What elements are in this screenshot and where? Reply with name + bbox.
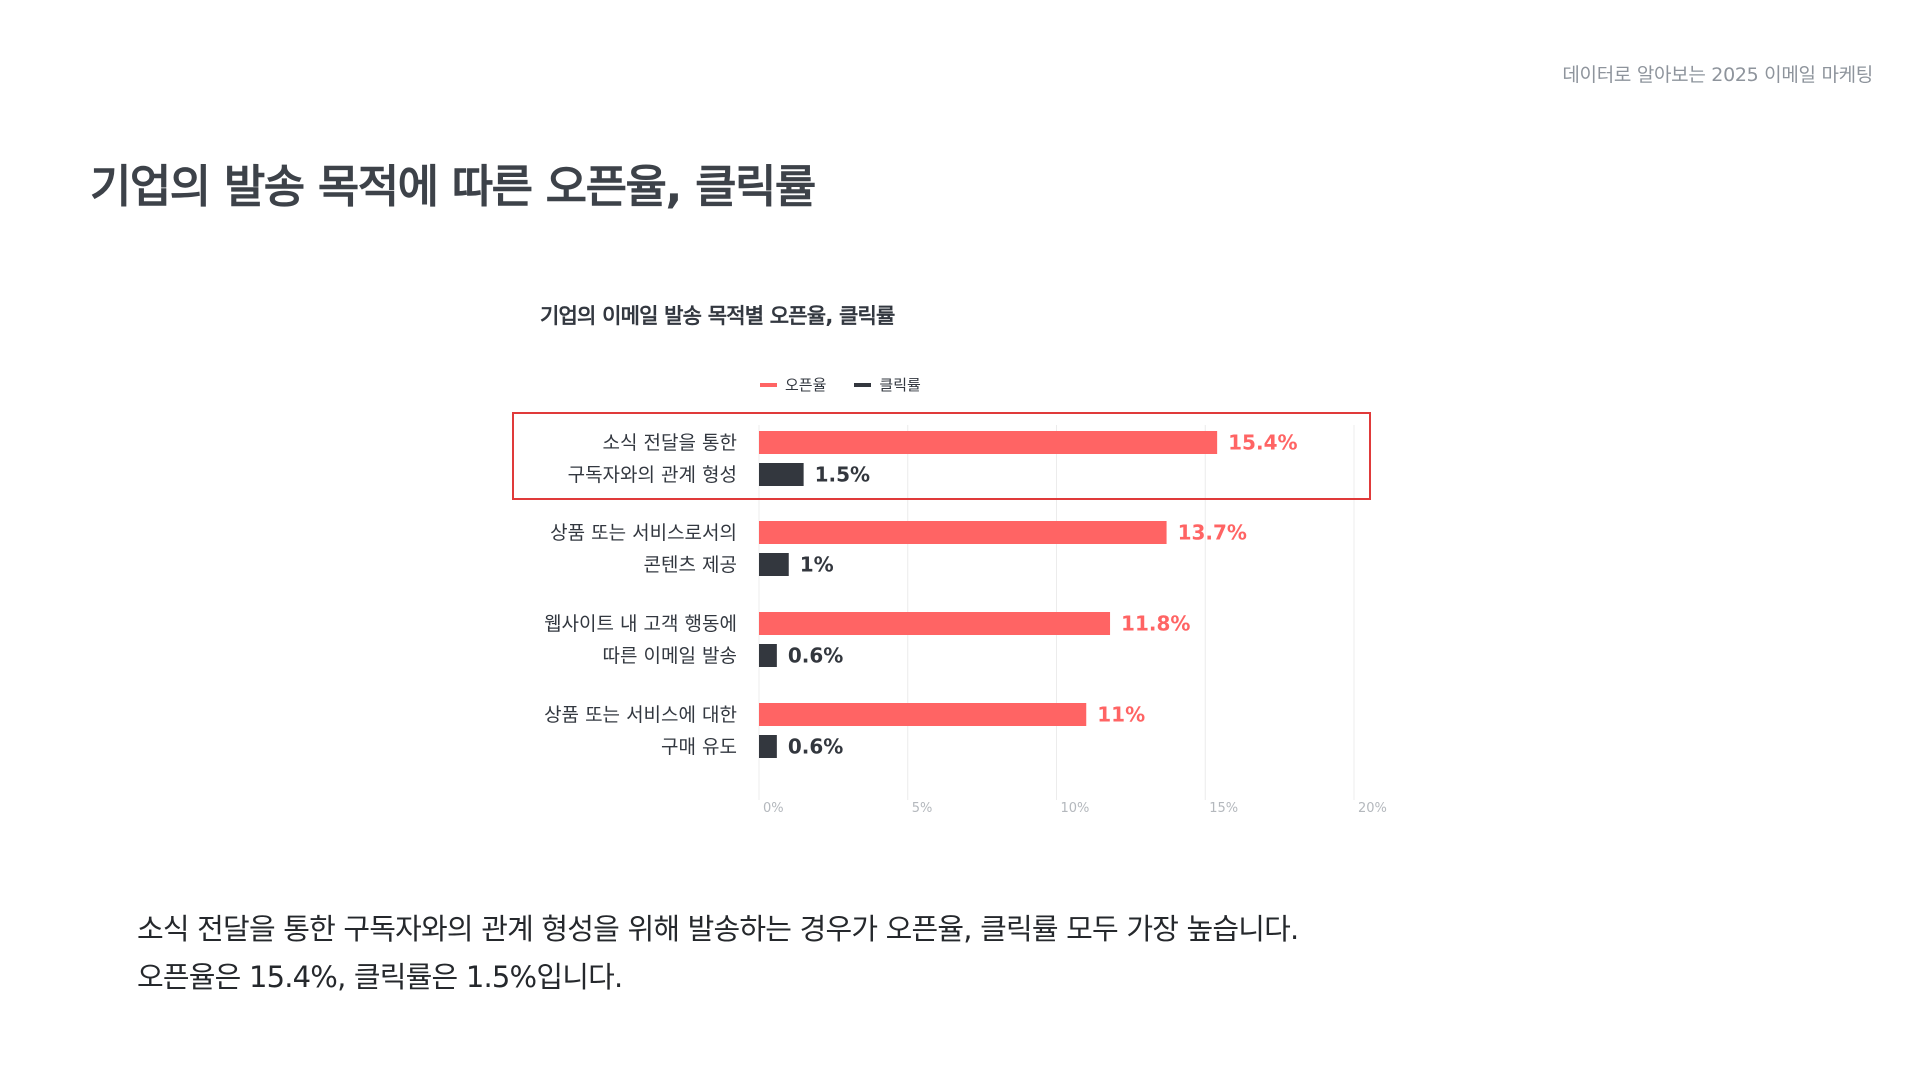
x-tick-label: 10% <box>1061 801 1090 816</box>
description-line-1: 소식 전달을 통한 구독자와의 관계 형성을 위해 발송하는 경우가 오픈율, … <box>137 912 1299 946</box>
data-label-click-rate: 0.6% <box>788 735 843 759</box>
legend-swatch-open-rate <box>760 382 777 387</box>
bar-open-rate <box>759 612 1111 635</box>
description: 소식 전달을 통한 구독자와의 관계 형성을 위해 발송하는 경우가 오픈율, … <box>137 905 1299 1001</box>
bar-open-rate <box>759 703 1087 726</box>
legend-swatch-click-rate <box>854 382 872 387</box>
data-label-open-rate: 11% <box>1097 703 1145 727</box>
legend-item-open-rate: 오픈율 <box>760 374 826 395</box>
bar-click-rate <box>759 463 804 486</box>
bar-click-rate <box>759 644 777 667</box>
category-label: 웹사이트 내 고객 행동에 <box>544 613 737 635</box>
legend-item-click-rate: 클릭률 <box>854 374 921 395</box>
header-label: 데이터로 알아보는 2025 이메일 마케팅 <box>1562 64 1873 86</box>
legend-label-open-rate: 오픈율 <box>785 376 827 394</box>
chart-title: 기업의 이메일 발송 목적별 오픈율, 클릭률 <box>540 304 895 328</box>
category-label: 구매 유도 <box>661 736 737 758</box>
category-label: 상품 또는 서비스에 대한 <box>544 704 737 726</box>
x-tick-label: 20% <box>1358 801 1387 816</box>
bar-open-rate <box>759 521 1167 544</box>
highlight-box <box>512 412 1371 500</box>
category-label: 콘텐츠 제공 <box>644 554 737 576</box>
category-label: 소식 전달을 통한 <box>603 432 737 454</box>
category-label: 따른 이메일 발송 <box>603 645 737 667</box>
data-label-click-rate: 1.5% <box>815 463 870 487</box>
bar-click-rate <box>759 735 777 758</box>
page-title: 기업의 발송 목적에 따른 오픈율, 클릭률 <box>90 160 816 213</box>
bar-open-rate <box>759 431 1218 454</box>
category-label: 구독자와의 관계 형성 <box>568 464 737 486</box>
data-label-open-rate: 11.8% <box>1121 612 1190 636</box>
bar-click-rate <box>759 553 789 576</box>
data-label-open-rate: 15.4% <box>1228 431 1297 455</box>
x-tick-label: 15% <box>1209 801 1238 816</box>
x-tick-label: 5% <box>912 801 933 816</box>
x-tick-label: 0% <box>763 801 784 816</box>
legend-label-click-rate: 클릭률 <box>879 376 921 394</box>
data-label-open-rate: 13.7% <box>1178 521 1247 545</box>
category-label: 상품 또는 서비스로서의 <box>550 522 737 544</box>
data-label-click-rate: 1% <box>800 553 834 577</box>
chart-legend: 오픈율 클릭률 <box>760 374 949 395</box>
description-line-2: 오픈율은 15.4%, 클릭률은 1.5%입니다. <box>137 960 623 994</box>
data-label-click-rate: 0.6% <box>788 644 843 668</box>
